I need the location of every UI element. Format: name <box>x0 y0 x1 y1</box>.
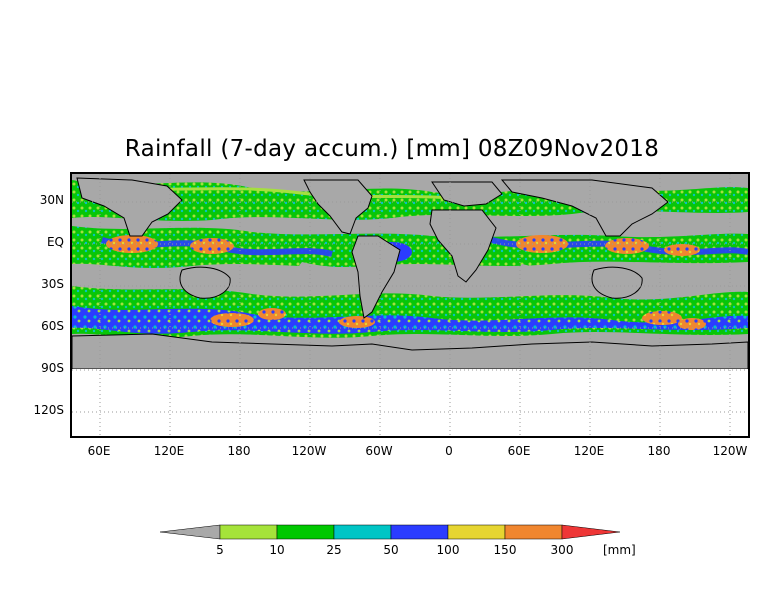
colorbar-bin-5 <box>447 524 506 540</box>
map-region <box>72 174 748 370</box>
lon-label-180-2: 180 <box>647 444 671 458</box>
map-frame <box>70 172 750 438</box>
lon-label-60w: 60W <box>365 444 393 458</box>
lat-label-120s: 120S <box>33 403 64 417</box>
lon-label-60e-2: 60E <box>507 444 531 458</box>
lat-label-eq: EQ <box>46 235 64 249</box>
lat-label-30n: 30N <box>39 193 64 207</box>
lon-label-60e: 60E <box>87 444 111 458</box>
colorbar-label-25: 25 <box>326 543 342 557</box>
lon-label-120e: 120E <box>153 444 185 458</box>
africa-shape <box>429 209 497 283</box>
grid-lines <box>72 174 748 436</box>
colorbar-label-5: 5 <box>216 543 224 557</box>
colorbar-bin-6 <box>504 524 563 540</box>
lat-label-60s: 60S <box>41 319 64 333</box>
lat-label-30s: 30S <box>41 277 64 291</box>
lon-label-180: 180 <box>227 444 251 458</box>
lon-label-120w-2: 120W <box>712 444 748 458</box>
antarctica-shape <box>72 333 748 370</box>
colorbar-bin-4 <box>390 524 449 540</box>
continents <box>72 177 748 370</box>
europe-shape <box>431 181 503 207</box>
colorbar-label-150: 150 <box>493 543 517 557</box>
south-america-shape <box>351 235 401 319</box>
colorbar-high-arrow <box>561 524 621 540</box>
lat-label-90s: 90S <box>41 361 64 375</box>
colorbar-bin-3 <box>333 524 392 540</box>
colorbar-label-100: 100 <box>436 543 460 557</box>
colorbar-unit: [mm] <box>603 543 636 557</box>
australia-shape <box>179 266 231 299</box>
colorbar-label-10: 10 <box>269 543 285 557</box>
colorbar <box>160 524 621 540</box>
colorbar-label-300: 300 <box>550 543 574 557</box>
rain-band-south <box>72 286 748 338</box>
colorbar-bin-2 <box>276 524 335 540</box>
north-america-shape <box>303 179 373 235</box>
colorbar-label-50: 50 <box>383 543 399 557</box>
lon-label-0: 0 <box>445 444 453 458</box>
colorbar-low-arrow <box>160 524 221 540</box>
lon-label-120e-2: 120E <box>573 444 605 458</box>
lon-label-120w: 120W <box>291 444 327 458</box>
colorbar-bin-1 <box>219 524 278 540</box>
map-title: Rainfall (7-day accum.) [mm] 08Z09Nov201… <box>124 136 660 162</box>
